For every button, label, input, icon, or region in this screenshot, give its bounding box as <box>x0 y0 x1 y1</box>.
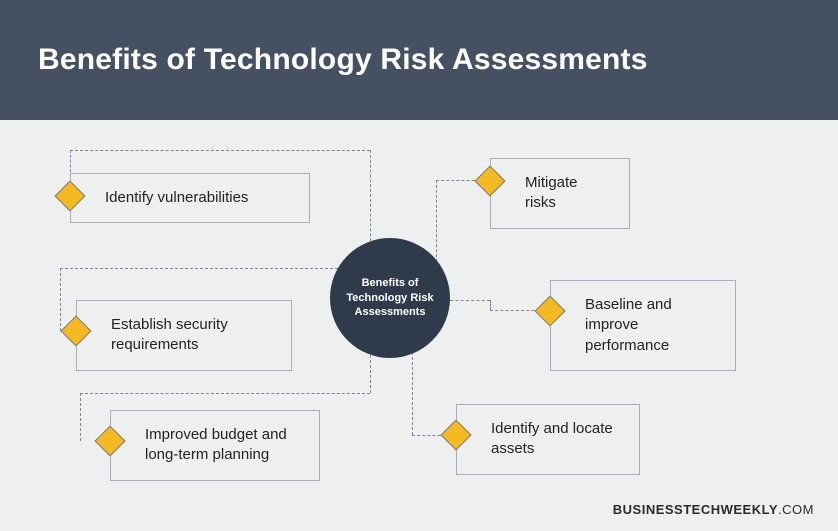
connector-segment <box>450 300 490 301</box>
connector-segment <box>490 300 491 310</box>
node-security: Establish security requirements <box>76 300 292 371</box>
hub-circle: Benefits of Technology Risk Assessments <box>330 238 450 358</box>
node-baseline: Baseline and improve performance <box>550 280 736 371</box>
node-budget: Improved budget and long-term planning <box>110 410 320 481</box>
connector-segment <box>370 350 371 393</box>
hub-label: Benefits of Technology Risk Assessments <box>340 276 440 321</box>
connector-segment <box>370 150 371 246</box>
connector-segment <box>80 393 370 394</box>
footer-brand-bold: BUSINESSTECHWEEKLY <box>613 502 778 517</box>
node-mitigate: Mitigate risks <box>490 158 630 229</box>
header-bar: Benefits of Technology Risk Assessments <box>0 0 838 120</box>
node-label: Baseline and improve performance <box>585 296 672 354</box>
node-label: Identify vulnerabilities <box>105 189 248 206</box>
node-label: Identify and locate assets <box>491 420 613 457</box>
connector-segment <box>80 393 81 441</box>
page-title: Benefits of Technology Risk Assessments <box>38 43 648 77</box>
node-label: Mitigate risks <box>525 174 578 211</box>
connector-segment <box>70 150 370 151</box>
footer-attribution: BUSINESSTECHWEEKLY.COM <box>613 502 814 517</box>
connector-segment <box>60 268 61 331</box>
connector-segment <box>412 352 413 435</box>
node-vuln: Identify vulnerabilities <box>70 173 310 223</box>
connector-segment <box>436 180 437 262</box>
node-label: Establish security requirements <box>111 316 228 353</box>
diagram-canvas: Benefits of Technology Risk Assessments … <box>0 0 838 531</box>
connector-segment <box>60 268 343 269</box>
node-assets: Identify and locate assets <box>456 404 640 475</box>
node-label: Improved budget and long-term planning <box>145 426 287 463</box>
footer-brand-rest: .COM <box>778 502 814 517</box>
